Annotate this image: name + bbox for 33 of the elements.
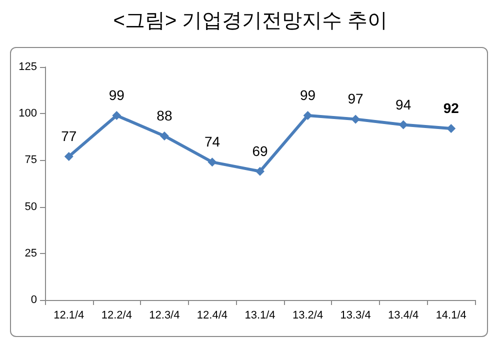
data-label: 69 [252, 142, 268, 159]
point [64, 152, 74, 161]
data-label: 94 [396, 96, 412, 112]
data-label: 74 [204, 134, 220, 150]
point [112, 110, 122, 120]
point [160, 131, 169, 140]
y-tick-label: 25 [24, 247, 37, 260]
data-label: 77 [61, 128, 77, 144]
y-tick-label: 75 [24, 154, 37, 166]
point [303, 110, 312, 120]
x-tick-label: 14.1/4 [436, 310, 466, 322]
data-label: 99 [108, 86, 125, 103]
y-tick-label: 125 [18, 61, 37, 73]
x-tick-label: 12.1/4 [54, 310, 84, 322]
data-label: 88 [156, 107, 172, 124]
x-tick-label: 13.4/4 [388, 310, 419, 322]
x-tick-label: 13.3/4 [340, 310, 371, 322]
x-tick-label: 12.2/4 [101, 310, 132, 322]
x-tick-label: 13.2/4 [292, 310, 324, 322]
point [208, 158, 217, 167]
y-tick-label: 100 [18, 108, 37, 120]
point [256, 166, 264, 176]
chart-title: <그림> 기업경기전망지수 추이 [113, 10, 388, 32]
data-label: 92 [443, 100, 460, 116]
y-tick-label: 0 [30, 294, 37, 306]
x-tick-label: 13.1/4 [244, 310, 276, 322]
point [351, 114, 360, 124]
point [446, 124, 456, 134]
data-label: 97 [348, 90, 364, 107]
y-tick-label: 50 [24, 200, 37, 213]
x-tick-label: 12.4/4 [196, 310, 228, 322]
data-label: 99 [300, 86, 316, 103]
x-tick-label: 12.3/4 [149, 310, 180, 322]
